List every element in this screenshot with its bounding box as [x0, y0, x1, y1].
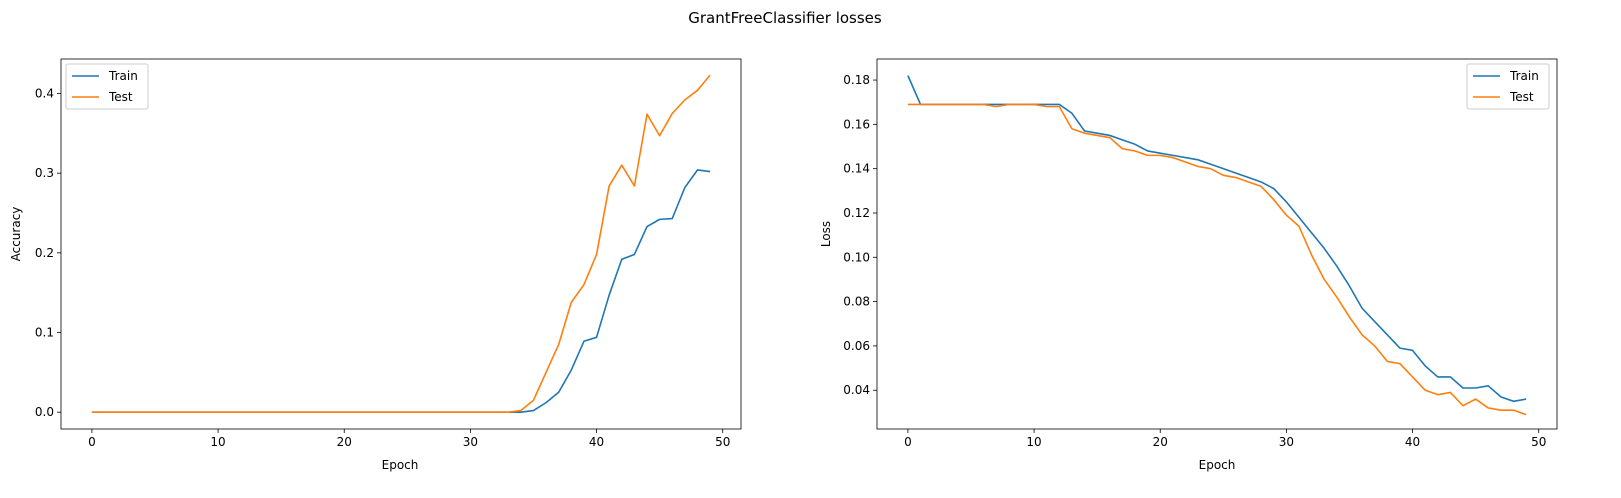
- loss-x-tick-label: 10: [1026, 435, 1041, 449]
- loss-axes-frame: [876, 58, 1558, 430]
- loss-y-tick-label: 0.18: [843, 73, 870, 87]
- accuracy-y-tick-label: 0.2: [35, 246, 54, 260]
- accuracy-x-tick-label: 50: [715, 435, 730, 449]
- accuracy-x-tick-label: 20: [337, 435, 352, 449]
- loss-legend-test-label: Test: [1509, 90, 1534, 104]
- loss-chart: Epoch Loss Train Test 0 10 20 30 40 50 0.04 0.0…: [819, 58, 1558, 472]
- accuracy-legend: Train Test: [65, 63, 149, 110]
- loss-legend: Train Test: [1466, 63, 1550, 110]
- loss-y-tick-label: 0.12: [843, 206, 870, 220]
- accuracy-x-tick-label: 30: [463, 435, 478, 449]
- accuracy-chart: Epoch Accuracy Train Test 0 10 20 30 40 50 0.0…: [9, 58, 742, 472]
- figure-suptitle: GrantFreeClassifier losses: [688, 9, 882, 27]
- loss-x-tick-label: 50: [1531, 435, 1546, 449]
- accuracy-legend-train-label: Train: [108, 69, 138, 83]
- loss-x-tick-label: 30: [1279, 435, 1294, 449]
- loss-x-axis-label: Epoch: [1199, 458, 1236, 472]
- accuracy-x-tick-label: 10: [210, 435, 225, 449]
- accuracy-x-axis-label: Epoch: [382, 458, 419, 472]
- accuracy-x-tick-label: 0: [88, 435, 96, 449]
- accuracy-y-tick-label: 0.3: [35, 166, 54, 180]
- loss-x-tick-label: 40: [1405, 435, 1420, 449]
- accuracy-y-tick-label: 0.1: [35, 326, 54, 340]
- loss-y-tick-label: 0.04: [843, 383, 870, 397]
- loss-y-tick-label: 0.16: [843, 117, 870, 131]
- accuracy-axes-frame: [60, 58, 742, 430]
- accuracy-y-axis-label: Accuracy: [9, 207, 23, 262]
- loss-test-series-line: [907, 103, 1527, 416]
- accuracy-y-tick-label: 0.0: [35, 405, 54, 419]
- accuracy-test-series-line: [91, 74, 711, 413]
- accuracy-legend-test-label: Test: [108, 90, 133, 104]
- accuracy-y-tick-label: 0.4: [35, 86, 54, 100]
- loss-legend-train-label: Train: [1509, 69, 1539, 83]
- loss-y-tick-label: 0.06: [843, 339, 870, 353]
- loss-y-tick-label: 0.08: [843, 295, 870, 309]
- accuracy-x-tick-label: 40: [589, 435, 604, 449]
- loss-y-tick-label: 0.14: [843, 162, 870, 176]
- loss-x-tick-label: 0: [904, 435, 912, 449]
- loss-y-tick-label: 0.10: [843, 250, 870, 264]
- loss-x-tick-label: 20: [1153, 435, 1168, 449]
- loss-y-axis-label: Loss: [819, 221, 833, 247]
